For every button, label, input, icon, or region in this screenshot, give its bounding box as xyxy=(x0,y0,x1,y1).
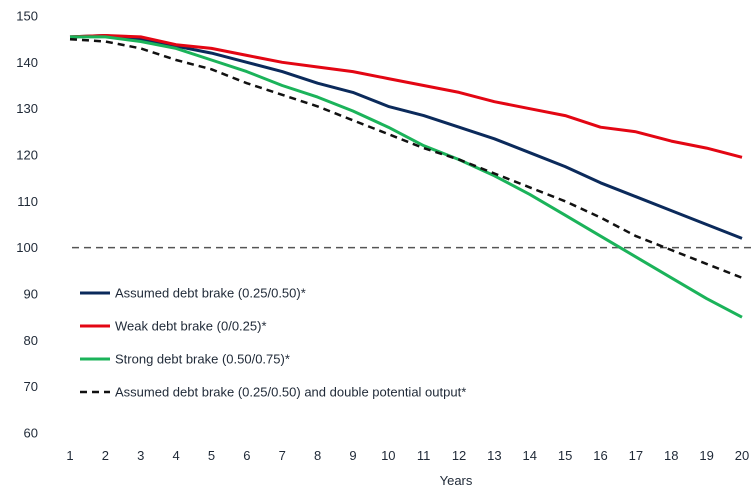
y-tick-label: 130 xyxy=(16,101,38,116)
x-tick-label: 20 xyxy=(735,448,749,463)
x-tick-label: 8 xyxy=(314,448,321,463)
legend-label-3: Strong debt brake (0.50/0.75)* xyxy=(115,352,290,367)
x-tick-label: 10 xyxy=(381,448,395,463)
x-tick-label: 6 xyxy=(243,448,250,463)
y-tick-label: 120 xyxy=(16,148,38,163)
x-tick-label: 4 xyxy=(172,448,179,463)
y-tick-label: 70 xyxy=(24,379,38,394)
x-tick-label: 19 xyxy=(699,448,713,463)
series-line-2 xyxy=(69,34,743,159)
series-line-3 xyxy=(70,35,743,319)
x-tick-label: 14 xyxy=(523,448,537,463)
y-tick-label: 80 xyxy=(24,333,38,348)
x-tick-label: 9 xyxy=(349,448,356,463)
x-tick-label: 1 xyxy=(66,448,73,463)
x-tick-label: 18 xyxy=(664,448,678,463)
series-line-1 xyxy=(69,34,743,240)
y-axis-ticks: 60 70 80 90 100 110 120 130 140 150 xyxy=(16,9,38,441)
x-tick-label: 11 xyxy=(417,448,431,463)
x-tick-label: 16 xyxy=(593,448,607,463)
x-tick-label: 2 xyxy=(102,448,109,463)
x-axis-ticks: 1 2 3 4 5 6 7 8 9 10 11 12 13 14 15 16 17 18 19 20 xyxy=(66,448,749,463)
x-tick-label: 12 xyxy=(452,448,466,463)
x-tick-label: 13 xyxy=(487,448,501,463)
legend-label-2: Weak debt brake (0/0.25)* xyxy=(115,319,267,334)
x-tick-label: 15 xyxy=(558,448,572,463)
legend: Assumed debt brake (0.25/0.50)* Weak debt… xyxy=(80,286,466,400)
legend-label-1: Assumed debt brake (0.25/0.50)* xyxy=(115,286,306,301)
series-lines xyxy=(69,34,743,319)
x-axis-title: Years xyxy=(440,473,473,488)
x-tick-label: 17 xyxy=(629,448,643,463)
y-tick-label: 150 xyxy=(16,9,38,24)
legend-label-4: Assumed debt brake (0.25/0.50) and doubl… xyxy=(115,385,466,400)
x-tick-label: 7 xyxy=(279,448,286,463)
y-tick-label: 60 xyxy=(24,426,38,441)
series-line-4 xyxy=(69,37,743,279)
y-tick-label: 110 xyxy=(17,194,38,209)
y-tick-label: 140 xyxy=(16,55,38,70)
x-tick-label: 3 xyxy=(137,448,144,463)
y-tick-label: 90 xyxy=(24,287,38,302)
x-tick-label: 5 xyxy=(208,448,215,463)
y-tick-label: 100 xyxy=(16,240,38,255)
